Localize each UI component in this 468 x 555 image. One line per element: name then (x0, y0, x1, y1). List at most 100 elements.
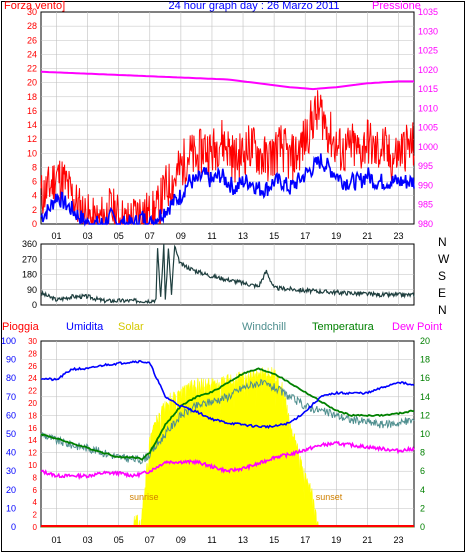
wind-y-tick-label: 28 (27, 21, 37, 31)
pressure-series (40, 70, 414, 91)
humidity-y-tick-label: 80 (6, 373, 16, 383)
wind-y-tick-label: 6 (32, 177, 37, 187)
compass-s: S (438, 269, 446, 283)
pressure-y-tick-label: 1030 (418, 26, 438, 36)
pressure-y-tick-label: 1020 (418, 65, 438, 75)
temperature-humidity-chart: 0102030405060708090100024681012141618202… (1, 336, 430, 545)
temperature-series (40, 367, 415, 461)
rain-y-tick-label: 4 (33, 498, 38, 507)
rain-y-tick-label: 18 (28, 411, 37, 420)
rain-y-tick-label: 14 (28, 436, 37, 445)
temperature-y-tick-label: 12 (420, 410, 430, 420)
legend-solar: Solar (118, 321, 144, 333)
chart-title: 24 hour graph day : 26 Marzo 2011 (168, 0, 339, 12)
pressure-y-tick-label: 995 (418, 161, 433, 171)
direction-y-tick-label: 270 (22, 254, 37, 264)
temperature-y-tick-label: 8 (420, 448, 425, 458)
humidity-y-tick-label: 60 (6, 410, 16, 420)
x-tick-label: 13 (238, 231, 248, 241)
rain-y-tick-label: 8 (33, 473, 38, 482)
humidity-series (40, 359, 415, 429)
legend-umidita: Umidita (66, 321, 104, 333)
x-tick-label: 01 (52, 535, 62, 545)
temperature-y-tick-label: 4 (420, 485, 425, 495)
pressure-y-tick-label: 980 (418, 219, 433, 229)
humidity-y-tick-label: 10 (6, 503, 16, 513)
wind-y-tick-label: 26 (27, 35, 37, 45)
wind-y-tick-label: 20 (27, 78, 37, 88)
compass-e: E (438, 286, 446, 300)
x-tick-label: 19 (331, 535, 341, 545)
x-tick-label: 07 (145, 231, 155, 241)
wind-y-tick-label: 8 (32, 162, 37, 172)
pressure-y-tick-label: 1005 (418, 123, 438, 133)
rain-y-tick-label: 20 (28, 399, 37, 408)
wind-y-tick-label: 12 (27, 134, 37, 144)
wind-average-series (40, 153, 415, 227)
humidity-y-tick-label: 40 (6, 448, 16, 458)
x-tick-label: 11 (207, 535, 216, 545)
compass-n-top: N (438, 235, 447, 249)
x-tick-label: 23 (393, 231, 403, 241)
compass-w: W (438, 252, 450, 266)
pressure-axis-title: Pressione (372, 0, 421, 12)
x-tick-label: 01 (52, 231, 62, 241)
wind-y-tick-label: 16 (27, 106, 37, 116)
temperature-y-tick-label: 14 (420, 392, 430, 402)
rain-y-tick-label: 16 (28, 424, 37, 433)
x-tick-label: 19 (331, 231, 341, 241)
rain-y-tick-label: 26 (28, 362, 37, 371)
x-tick-label: 07 (145, 535, 155, 545)
temperature-y-tick-label: 6 (420, 466, 425, 476)
wind-direction-chart: 0 90 180 270 360 (22, 239, 415, 310)
wind-direction-series (40, 243, 415, 305)
wind-y-tick-label: 30 (27, 7, 37, 17)
pressure-y-tick-label: 1035 (418, 7, 438, 17)
pressure-y-tick-label: 1000 (418, 142, 438, 152)
humidity-y-tick-label: 0 (11, 522, 16, 532)
sunrise-label: sunrise (129, 492, 158, 502)
x-tick-label: 15 (269, 535, 279, 545)
x-tick-label: 03 (83, 535, 93, 545)
x-tick-label: 05 (114, 535, 124, 545)
wind-y-tick-label: 4 (32, 191, 37, 201)
humidity-y-tick-label: 30 (6, 466, 16, 476)
x-tick-label: 15 (269, 231, 279, 241)
wind-y-tick-label: 24 (27, 49, 37, 59)
pressure-y-tick-label: 1025 (418, 46, 438, 56)
compass-n-bottom: N (438, 303, 447, 317)
x-tick-label: 09 (176, 535, 186, 545)
wind-pressure-chart: 0246810121416182022242628309809859909951… (27, 7, 438, 241)
x-tick-label: 17 (300, 231, 310, 241)
x-tick-label: 23 (393, 535, 403, 545)
humidity-y-tick-label: 20 (6, 485, 16, 495)
legend-dewpoint: Dew Point (392, 321, 442, 333)
wind-y-tick-label: 22 (27, 64, 37, 74)
windchill-series (40, 378, 415, 465)
rain-y-tick-label: 0 (33, 523, 38, 532)
rain-y-tick-label: 24 (28, 374, 37, 383)
rain-y-tick-label: 30 (28, 337, 37, 346)
direction-y-tick-label: 180 (22, 270, 37, 280)
temperature-y-tick-label: 10 (420, 429, 430, 439)
sunset-label: sunset (316, 492, 343, 502)
pressure-y-tick-label: 990 (418, 180, 433, 190)
wind-y-tick-label: 18 (27, 92, 37, 102)
temperature-y-tick-label: 18 (420, 355, 430, 365)
rain-y-tick-label: 10 (28, 461, 37, 470)
dewpoint-series (40, 440, 415, 481)
wind-y-tick-label: 2 (32, 205, 37, 215)
temperature-y-tick-label: 20 (420, 336, 430, 346)
wind-axis-title: Forza vento] (4, 0, 65, 12)
wind-plot-area (40, 11, 415, 225)
x-tick-label: 03 (83, 231, 93, 241)
temperature-y-tick-label: 2 (420, 503, 425, 513)
rain-y-tick-label: 2 (33, 511, 38, 520)
x-tick-label: 11 (207, 231, 216, 241)
legend-temperatura: Temperatura (312, 321, 375, 333)
pressure-y-tick-label: 1010 (418, 103, 438, 113)
rain-y-tick-label: 28 (28, 349, 37, 358)
rain-y-tick-label: 12 (28, 449, 37, 458)
